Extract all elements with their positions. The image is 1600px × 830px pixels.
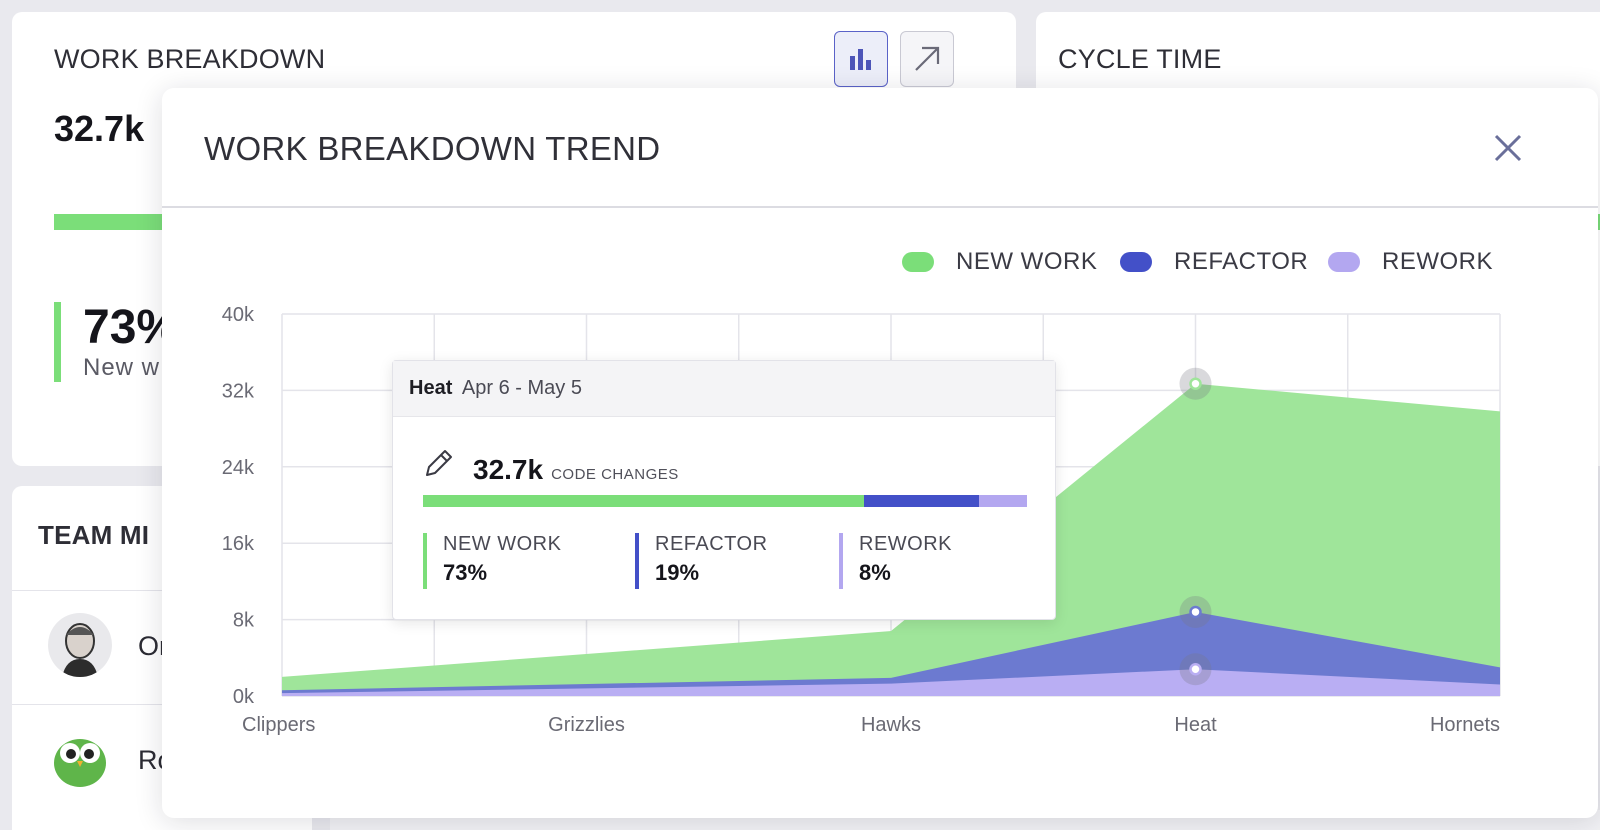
legend-item-refactor[interactable]: REFACTOR bbox=[1120, 248, 1308, 276]
area-series bbox=[282, 669, 1500, 696]
tooltip-breakdown-bar bbox=[423, 495, 1027, 507]
team-member-row[interactable]: Ori bbox=[12, 590, 312, 704]
legend-item-new-work[interactable]: NEW WORK bbox=[902, 248, 1097, 276]
tooltip-value-row: 32.7k CODE CHANGES bbox=[423, 447, 679, 486]
highlight-point bbox=[1189, 377, 1202, 390]
legend-label: REWORK bbox=[1382, 248, 1493, 275]
highlight-label: New w bbox=[83, 354, 161, 381]
tooltip-value-label: CODE CHANGES bbox=[551, 466, 679, 483]
x-tick-label: Hawks bbox=[861, 714, 921, 736]
bar-chart-icon bbox=[850, 49, 871, 70]
modal-divider bbox=[162, 206, 1598, 208]
stat-value: 73% bbox=[443, 560, 488, 585]
close-icon[interactable] bbox=[1488, 128, 1528, 168]
cycle-time-title: CYCLE TIME bbox=[1058, 44, 1222, 74]
team-title: TEAM MI bbox=[38, 520, 150, 550]
person-avatar bbox=[48, 613, 112, 677]
tooltip-team: Heat bbox=[409, 377, 453, 399]
y-tick-label: 24k bbox=[222, 457, 255, 479]
breakdown-segment bbox=[423, 495, 864, 507]
tooltip-stat-new-work: NEW WORK 73% bbox=[423, 533, 561, 589]
stat-label: REWORK bbox=[859, 533, 952, 555]
legend-swatch bbox=[902, 252, 934, 272]
tooltip-header: Heat Apr 6 - May 5 bbox=[393, 361, 1055, 417]
legend-swatch bbox=[1120, 252, 1152, 272]
trend-view-button[interactable] bbox=[900, 31, 954, 87]
legend-label: NEW WORK bbox=[956, 248, 1098, 275]
x-tick-label: Clippers bbox=[242, 714, 315, 736]
highlight-point bbox=[1189, 663, 1202, 676]
team-member-row[interactable]: Ro bbox=[12, 704, 312, 818]
chart-tooltip: Heat Apr 6 - May 5 32.7k CODE CHANGES NE… bbox=[392, 360, 1056, 620]
y-tick-label: 8k bbox=[233, 610, 255, 632]
tooltip-range: Apr 6 - May 5 bbox=[461, 377, 582, 399]
breakdown-segment bbox=[978, 495, 1027, 507]
x-tick-label: Grizzlies bbox=[548, 714, 625, 736]
pencil-icon bbox=[426, 450, 452, 476]
work-breakdown-title: WORK BREAKDOWN bbox=[54, 44, 326, 74]
tooltip-value: 32.7k bbox=[473, 454, 544, 485]
stat-value: 19% bbox=[655, 560, 700, 585]
y-tick-label: 32k bbox=[222, 380, 255, 402]
highlight-point bbox=[1189, 605, 1202, 619]
y-tick-label: 16k bbox=[222, 533, 255, 555]
modal-title: WORK BREAKDOWN TREND bbox=[204, 130, 661, 167]
x-tick-label: Hornets bbox=[1430, 714, 1500, 736]
trend-chart: 0k 8k 16k 24k 32k 40k Clippers Grizzlies Hawks He… bbox=[222, 304, 1501, 736]
arrow-up-right-icon bbox=[915, 46, 940, 71]
y-tick-label: 40k bbox=[222, 304, 255, 326]
legend-item-rework[interactable]: REWORK bbox=[1328, 248, 1493, 276]
stat-label: NEW WORK bbox=[443, 533, 562, 555]
tooltip-stat-refactor: REFACTOR 19% bbox=[635, 533, 768, 589]
bar-chart-view-button[interactable] bbox=[834, 31, 888, 87]
stat-value: 8% bbox=[859, 560, 891, 585]
breakdown-segment bbox=[863, 495, 979, 507]
stat-label: REFACTOR bbox=[655, 533, 768, 555]
work-breakdown-total: 32.7k bbox=[54, 108, 145, 149]
x-tick-label: Heat bbox=[1174, 714, 1217, 736]
tooltip-stat-rework: REWORK 8% bbox=[839, 533, 952, 589]
y-tick-label: 0k bbox=[233, 686, 255, 708]
legend-label: REFACTOR bbox=[1174, 248, 1309, 275]
work-breakdown-trend-modal: WORK BREAKDOWN TREND NEW WORK REFACTOR R… bbox=[162, 88, 1598, 818]
legend-swatch bbox=[1328, 252, 1360, 272]
work-breakdown-highlight: 73% New w bbox=[54, 302, 179, 382]
owl-avatar bbox=[48, 727, 112, 791]
